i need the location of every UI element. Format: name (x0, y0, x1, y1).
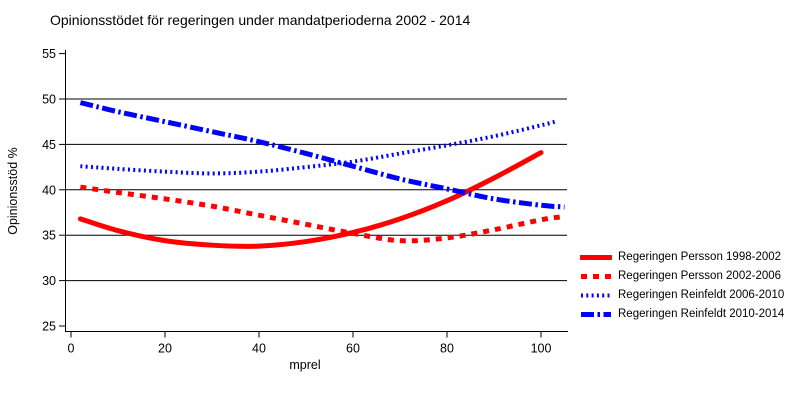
chart-title: Opinionsstödet för regeringen under mand… (50, 12, 471, 28)
y-tick-label: 55 (42, 47, 56, 61)
series-line-2 (80, 119, 556, 176)
y-tick-label: 25 (42, 320, 56, 334)
legend-item: Regeringen Reinfeldt 2006-2010 (580, 286, 784, 305)
x-tick-label: 40 (252, 342, 266, 356)
y-tick-label: 45 (42, 138, 56, 152)
legend-line-swatch (580, 255, 612, 260)
y-tick-label: 35 (42, 229, 56, 243)
legend-line-swatch (581, 293, 611, 298)
x-axis-label: mprel (289, 358, 321, 372)
x-tick-label: 0 (68, 342, 75, 356)
legend-line-swatch (581, 274, 611, 279)
x-tick-label: 20 (158, 342, 172, 356)
y-tick-label: 40 (42, 183, 56, 197)
series-line-3 (79, 100, 565, 210)
legend-label: Regeringen Persson 2002-2006 (618, 270, 782, 282)
legend-label: Regeringen Reinfeldt 2010-2014 (618, 308, 785, 320)
legend-item: Regeringen Persson 1998-2002 (580, 248, 784, 267)
legend-label: Regeringen Persson 1998-2002 (618, 251, 782, 263)
x-tick-label: 80 (440, 342, 454, 356)
series-line-1 (80, 184, 561, 244)
legend-item: Regeringen Reinfeldt 2010-2014 (580, 305, 784, 324)
legend-item: Regeringen Persson 2002-2006 (580, 267, 784, 286)
series-line-0 (77, 150, 544, 249)
y-tick-label: 30 (42, 274, 56, 288)
x-tick-label: 60 (346, 342, 360, 356)
legend: Regeringen Persson 1998-2002 Regeringen … (580, 248, 784, 324)
y-tick-label: 50 (42, 93, 56, 107)
legend-label: Regeringen Reinfeldt 2006-2010 (618, 289, 785, 301)
legend-line-swatch (581, 312, 611, 317)
x-tick-label: 100 (531, 342, 552, 356)
